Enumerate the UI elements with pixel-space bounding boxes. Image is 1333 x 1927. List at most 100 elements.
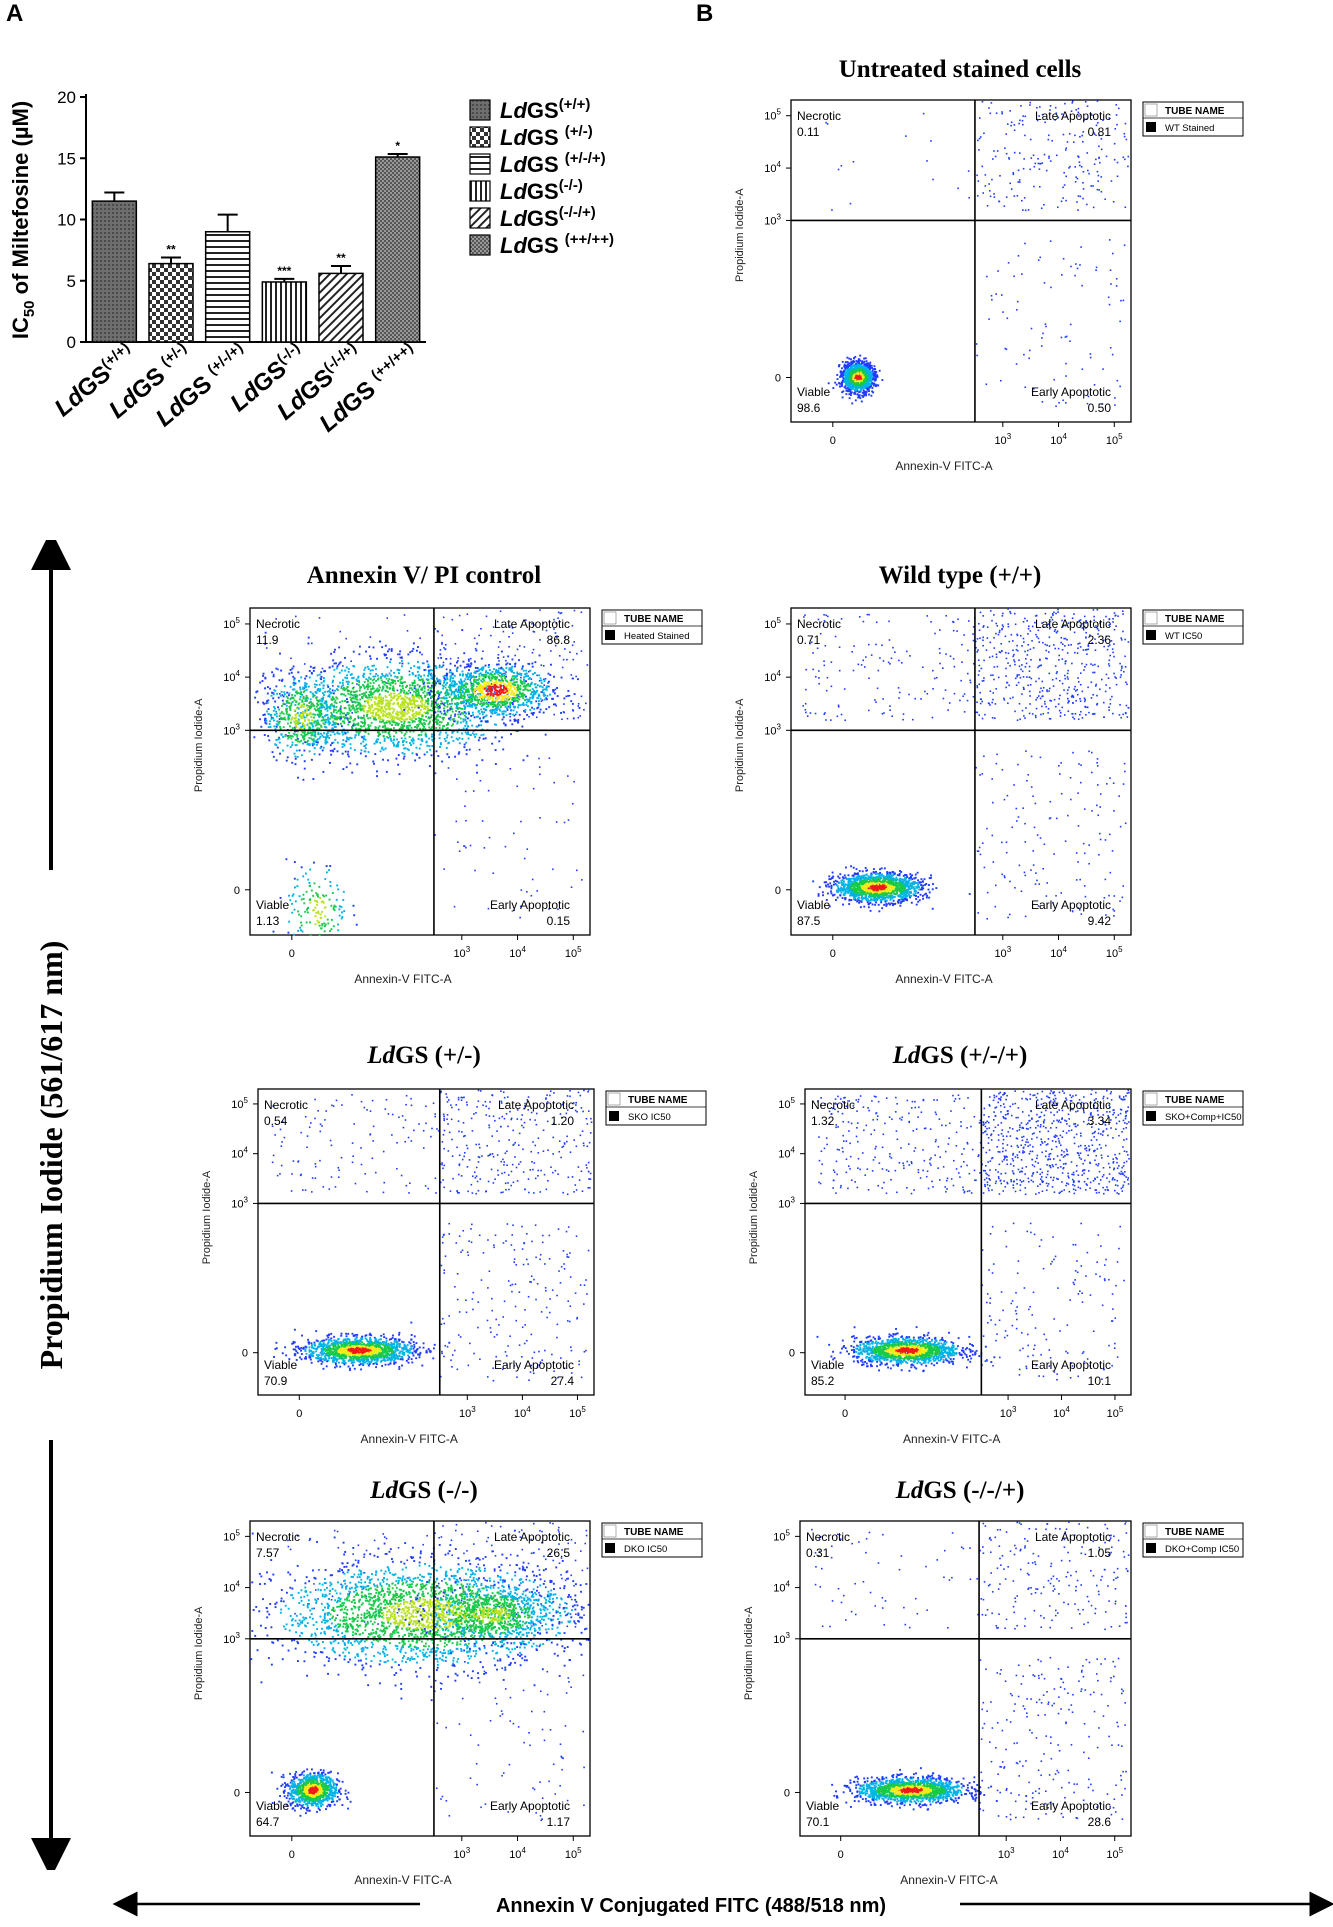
bar-legend: LdGS(+/+)LdGS (+/-)LdGS (+/-/+)LdGS(-/-)… [469,96,614,258]
event-dot [465,722,468,725]
event-dot [352,650,355,653]
event-dot [357,728,360,731]
event-dot [319,706,322,709]
event-dot [513,677,516,680]
event-dot [567,775,569,777]
event-dot [532,648,535,651]
event-dot [357,732,360,735]
event-dot [405,741,408,744]
event-dot [1089,353,1092,355]
event-dot [841,396,844,399]
event-dot [281,699,284,702]
event-dot [332,679,334,682]
event-dot [373,742,376,745]
event-dot [455,820,458,823]
event-dot [420,731,423,733]
event-dot [421,722,424,725]
event-dot [415,705,418,707]
event-dot [572,658,575,661]
event-dot [444,678,447,681]
event-dot [419,651,421,654]
event-dot [370,688,373,691]
event-dot [572,710,575,712]
event-dot [1029,168,1032,171]
event-dot [371,688,374,691]
event-dot [357,703,360,706]
event-dot [362,692,365,695]
event-dot [450,682,453,685]
event-dot [837,168,840,171]
event-dot [359,716,362,719]
event-dot [489,693,492,696]
event-dot [464,678,467,681]
event-dot [388,706,390,709]
event-dot [347,670,350,673]
event-dot [329,744,332,747]
event-dot [338,646,341,649]
event-dot [494,686,497,689]
event-dot [452,684,455,687]
event-dot [1070,110,1073,112]
event-dot [857,389,860,392]
event-dot [387,702,390,705]
event-dot [334,699,337,702]
event-dot [465,665,468,668]
event-dot [478,694,481,697]
event-dot [371,706,374,709]
event-dot [500,736,503,739]
event-dot [869,383,872,386]
event-dot [575,869,578,872]
event-dot [359,727,362,730]
event-dot [480,657,483,660]
event-dot [443,702,446,705]
event-dot [494,672,497,675]
event-dot [284,703,286,706]
event-dot [447,722,449,724]
event-dot [386,674,389,677]
event-dot [872,368,875,371]
event-dot [458,737,461,740]
event-dot [349,673,352,676]
event-dot [362,694,365,697]
event-dot [555,622,558,625]
event-dot [1065,115,1068,118]
event-dot [400,724,403,726]
event-dot [386,727,389,730]
event-dot [507,681,510,684]
event-dot [981,165,984,168]
event-dot [421,706,424,708]
event-dot [863,366,866,369]
event-dot [1068,167,1070,169]
event-dot [491,703,494,706]
event-dot [465,716,468,718]
event-dot [407,721,410,724]
event-dot [400,676,403,679]
event-dot [412,730,415,733]
event-dot [354,701,357,704]
event-dot [854,370,857,373]
event-dot [472,714,475,717]
event-dot [1083,119,1086,121]
event-dot [527,670,530,673]
event-dot [405,718,408,721]
event-dot [432,707,434,710]
event-dot [346,686,349,689]
event-dot [867,388,870,391]
event-dot [566,658,568,661]
event-dot [348,704,351,707]
event-dot [439,746,442,748]
event-dot [333,662,336,665]
event-dot [463,711,466,714]
event-dot [856,360,859,363]
event-dot [454,715,456,717]
event-dot [397,724,400,726]
event-dot [464,690,467,692]
event-dot [535,700,538,703]
event-dot [399,688,402,691]
event-dot [846,368,848,371]
event-dot [402,719,405,722]
quadrant-label-late-apoptotic: Late Apoptotic [1035,109,1111,123]
event-dot [857,385,860,388]
event-dot [465,732,468,735]
event-dot [1108,239,1111,241]
